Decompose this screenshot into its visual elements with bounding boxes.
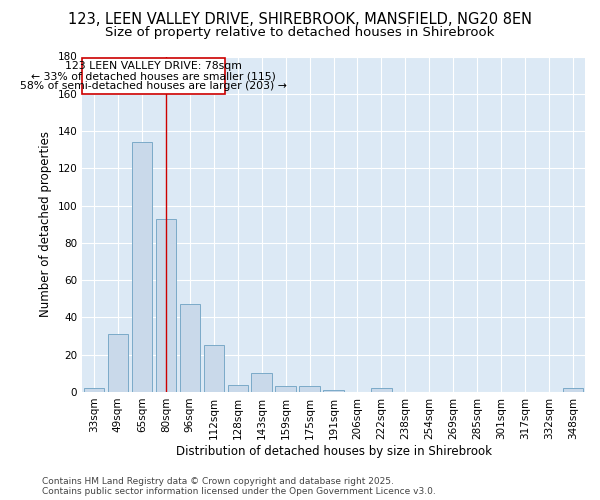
Text: Contains HM Land Registry data © Crown copyright and database right 2025.
Contai: Contains HM Land Registry data © Crown c… bbox=[42, 476, 436, 496]
FancyBboxPatch shape bbox=[82, 58, 225, 94]
Bar bbox=[227, 384, 248, 392]
Bar bbox=[275, 386, 296, 392]
Bar bbox=[371, 388, 392, 392]
Text: Size of property relative to detached houses in Shirebrook: Size of property relative to detached ho… bbox=[106, 26, 494, 39]
Bar bbox=[563, 388, 583, 392]
Bar bbox=[251, 374, 272, 392]
Bar bbox=[132, 142, 152, 392]
Bar bbox=[108, 334, 128, 392]
Bar bbox=[323, 390, 344, 392]
Bar bbox=[155, 218, 176, 392]
X-axis label: Distribution of detached houses by size in Shirebrook: Distribution of detached houses by size … bbox=[176, 444, 491, 458]
Text: ← 33% of detached houses are smaller (115): ← 33% of detached houses are smaller (11… bbox=[31, 71, 277, 81]
Text: 58% of semi-detached houses are larger (203) →: 58% of semi-detached houses are larger (… bbox=[20, 81, 287, 91]
Bar bbox=[84, 388, 104, 392]
Bar bbox=[203, 346, 224, 392]
Bar bbox=[299, 386, 320, 392]
Text: 123 LEEN VALLEY DRIVE: 78sqm: 123 LEEN VALLEY DRIVE: 78sqm bbox=[65, 61, 242, 71]
Text: 123, LEEN VALLEY DRIVE, SHIREBROOK, MANSFIELD, NG20 8EN: 123, LEEN VALLEY DRIVE, SHIREBROOK, MANS… bbox=[68, 12, 532, 28]
Y-axis label: Number of detached properties: Number of detached properties bbox=[39, 131, 52, 317]
Bar bbox=[179, 304, 200, 392]
